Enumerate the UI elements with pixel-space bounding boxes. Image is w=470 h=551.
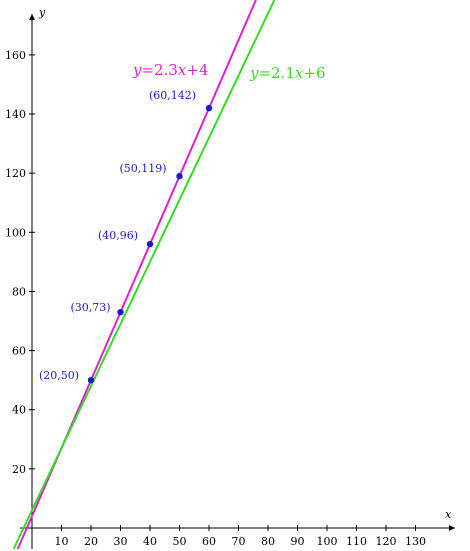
point-label: (30,73): [71, 301, 111, 314]
x-tick-label: 120: [376, 535, 397, 548]
x-tick-label: 100: [317, 535, 338, 548]
x-axis-arrow: [449, 525, 455, 531]
data-points: [87, 104, 213, 384]
data-point: [205, 104, 213, 112]
y-tick-label: 100: [5, 226, 26, 239]
y-tick-label: 140: [5, 108, 26, 121]
y-axis-arrow: [29, 14, 35, 20]
series-label-2: y=2.1x+6: [249, 64, 326, 82]
y-tick-label: 160: [5, 49, 26, 62]
y-axis-title: y: [38, 6, 46, 19]
y-tick-label: 60: [12, 345, 26, 358]
axes: x y 10 20 30 40 50 60 70 80 90 100 110 120 130 20 40 60 80…: [5, 6, 455, 549]
x-tick-label: 40: [143, 535, 157, 548]
point-label: (40,96): [98, 229, 138, 242]
x-axis-title: x: [445, 508, 452, 521]
data-point: [146, 240, 154, 248]
x-tick-label: 130: [405, 535, 426, 548]
series-line-2: [12, 0, 276, 550]
x-tick-label: 30: [114, 535, 128, 548]
y-tick-label: 120: [5, 167, 26, 180]
x-tick-label: 50: [173, 535, 187, 548]
point-label: (50,119): [120, 162, 167, 175]
x-tick-label: 110: [346, 535, 367, 548]
x-tick-label: 80: [261, 535, 275, 548]
data-point: [87, 376, 95, 384]
point-label: (20,50): [39, 369, 79, 382]
x-tick-label: 20: [84, 535, 98, 548]
y-tick-label: 40: [12, 404, 26, 417]
x-tick-label: 90: [291, 535, 305, 548]
x-tick-label: 70: [232, 535, 246, 548]
data-point: [176, 172, 183, 180]
series-lines: [12, 0, 276, 550]
y-tick-label: 80: [12, 285, 26, 298]
x-tick-label: 10: [55, 535, 69, 548]
y-tick-label: 20: [12, 463, 26, 476]
data-point: [117, 308, 124, 316]
series-label-1: y=2.3x+4: [132, 61, 209, 79]
point-label: (60,142): [149, 89, 196, 102]
x-tick-label: 60: [202, 535, 216, 548]
labels: (20,50) (30,73) (40,96) (50,119) (60,142) y=2…: [39, 61, 326, 382]
